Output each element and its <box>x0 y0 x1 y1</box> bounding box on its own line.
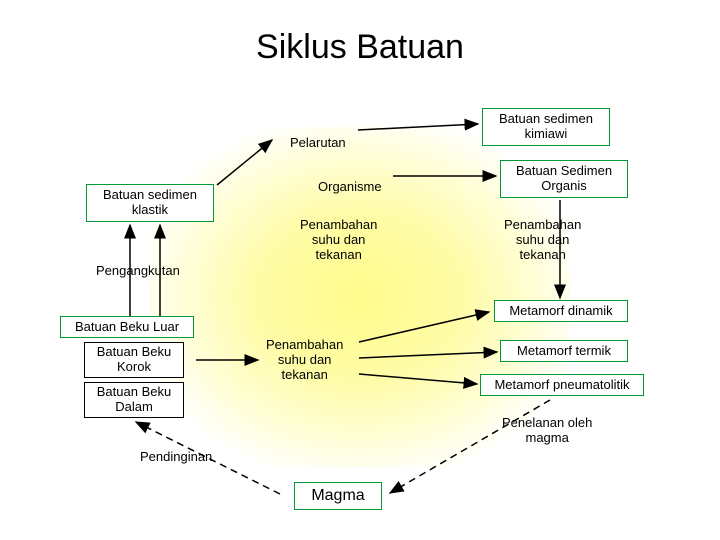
node-metamorf-termik: Metamorf termik <box>500 340 628 362</box>
node-sedimen-klastik: Batuan sedimenklastik <box>86 184 214 222</box>
node-sedimen-organis: Batuan SedimenOrganis <box>500 160 628 198</box>
node-metamorf-pneumatolitik: Metamorf pneumatolitik <box>480 374 644 396</box>
label-pelarutan: Pelarutan <box>290 136 346 151</box>
label-organisme: Organisme <box>318 180 382 195</box>
label-pendinginan: Pendinginan <box>140 450 212 465</box>
label-penelanan: Penelanan olehmagma <box>502 416 592 446</box>
node-metamorf-dinamik: Metamorf dinamik <box>494 300 628 322</box>
node-beku-korok: Batuan BekuKorok <box>84 342 184 378</box>
label-penambahan-1: Penambahansuhu dantekanan <box>300 218 377 263</box>
diagram-title: Siklus Batuan <box>0 28 720 67</box>
node-beku-luar: Batuan Beku Luar <box>60 316 194 338</box>
label-penambahan-2: Penambahansuhu dantekanan <box>504 218 581 263</box>
node-beku-dalam: Batuan BekuDalam <box>84 382 184 418</box>
node-sedimen-kimiawi: Batuan sedimenkimiawi <box>482 108 610 146</box>
node-magma: Magma <box>294 482 382 510</box>
label-penambahan-3: Penambahansuhu dantekanan <box>266 338 343 383</box>
label-pengangkutan: Pengangkutan <box>96 264 180 279</box>
